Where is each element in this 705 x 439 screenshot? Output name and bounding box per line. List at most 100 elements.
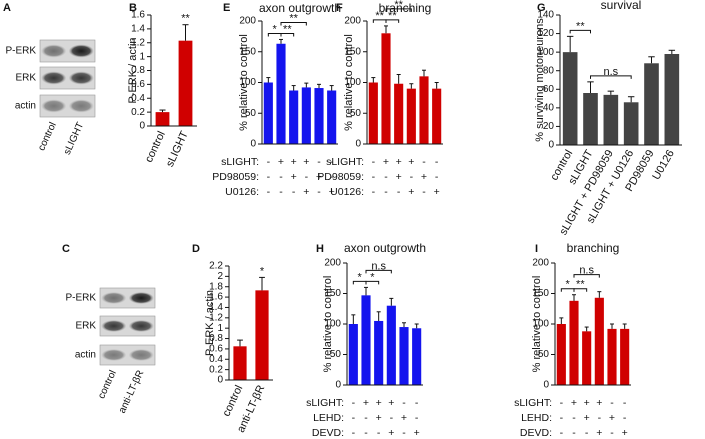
- y-axis-title: P-ERK / actin: [204, 290, 216, 356]
- x-tick-label: sLIGHT: [62, 121, 87, 157]
- error-bar: [266, 77, 271, 83]
- condition-sign: -: [292, 186, 296, 198]
- y-tick-label: 150: [324, 288, 341, 299]
- y-tick-label: 0: [217, 375, 223, 386]
- x-tick-label: control: [36, 121, 59, 153]
- significance-bracket: [569, 29, 591, 34]
- bar: [255, 290, 269, 380]
- condition-sign: +: [609, 412, 615, 424]
- bar: [394, 83, 404, 144]
- y-tick-label: 0: [250, 139, 256, 150]
- error-bar: [351, 314, 356, 324]
- condition-sign: +: [421, 171, 427, 183]
- condition-sign: -: [610, 427, 614, 439]
- condition-sign: +: [396, 171, 402, 183]
- y-tick-label: 80: [543, 65, 555, 76]
- y-tick-label: 2: [217, 271, 223, 282]
- condition-sign: -: [415, 397, 419, 409]
- significance-bracket: [573, 288, 588, 292]
- y-tick-label: 0.6: [209, 344, 223, 355]
- y-axis-title: % surviving motoneurons: [534, 18, 546, 142]
- y-axis-title: P-ERK / actin: [127, 37, 139, 103]
- condition-sign: -: [623, 397, 627, 409]
- y-tick-label: 0.2: [131, 107, 145, 118]
- condition-sign: +: [363, 397, 369, 409]
- condition-sign: -: [377, 427, 381, 439]
- y-tick-label: 50: [330, 349, 342, 360]
- condition-sign: -: [560, 427, 564, 439]
- y-tick-label: 50: [538, 349, 550, 360]
- error-bar: [559, 317, 564, 324]
- y-tick-label: 20: [543, 121, 555, 132]
- condition-sign: +: [316, 171, 322, 183]
- blot-band: [101, 320, 127, 332]
- error-bar: [421, 69, 427, 77]
- panel-label: G: [537, 2, 546, 14]
- panel-label: E: [223, 2, 230, 14]
- condition-sign: -: [572, 427, 576, 439]
- bar: [327, 90, 337, 144]
- y-axis-title: % relative to control: [238, 34, 250, 131]
- bar: [406, 88, 416, 144]
- condition-label: PD98059:: [212, 171, 259, 183]
- significance: *: [370, 271, 375, 283]
- chart-title: axon outgrowth: [344, 241, 426, 255]
- y-tick-label: 60: [543, 84, 555, 95]
- y-tick-label: 1.4: [131, 24, 145, 35]
- condition-label: sLIGHT:: [221, 156, 259, 168]
- condition-sign: +: [383, 156, 389, 168]
- significance: **: [394, 0, 403, 11]
- significance: **: [576, 279, 585, 291]
- bar: [399, 327, 409, 385]
- panel-label: F: [336, 2, 343, 14]
- error-bar: [316, 83, 322, 89]
- error-bar: [609, 323, 615, 329]
- y-tick-label: 0: [548, 140, 554, 151]
- blot-band: [41, 71, 67, 85]
- bar: [419, 76, 429, 144]
- blot-row-label: P-ERK: [65, 293, 96, 304]
- condition-sign: -: [384, 186, 388, 198]
- y-tick-label: 100: [344, 77, 361, 88]
- error-bar: [414, 323, 419, 329]
- significance: n.s: [371, 260, 386, 272]
- bar: [583, 93, 598, 145]
- blot-band: [128, 349, 154, 361]
- condition-sign: +: [584, 397, 590, 409]
- condition-label: DEVD:: [520, 427, 552, 439]
- condition-label: sLIGHT:: [326, 156, 364, 168]
- y-tick-label: 0.4: [209, 354, 223, 365]
- condition-label: LEHD:: [521, 412, 552, 424]
- blot-band: [68, 71, 94, 85]
- blot-band: [101, 292, 127, 304]
- error-bar: [571, 294, 577, 301]
- y-tick-label: 0: [139, 121, 145, 132]
- y-tick-label: 50: [245, 108, 257, 119]
- condition-sign: -: [364, 412, 368, 424]
- y-tick-label: 100: [324, 319, 341, 330]
- condition-label: PD98059:: [317, 171, 364, 183]
- y-tick-label: 1.8: [209, 281, 223, 292]
- condition-label: U0126:: [225, 186, 259, 198]
- error-bar: [383, 25, 389, 34]
- condition-sign: -: [397, 186, 401, 198]
- bar: [556, 324, 566, 385]
- y-tick-label: 1.2: [131, 37, 145, 48]
- condition-sign: -: [305, 171, 309, 183]
- condition-sign: +: [303, 186, 309, 198]
- condition-sign: -: [384, 171, 388, 183]
- significance: n.s: [603, 66, 618, 78]
- error-bar: [597, 291, 602, 298]
- condition-sign: +: [584, 412, 590, 424]
- significance-bracket: [385, 8, 412, 12]
- y-tick-label: 0.8: [209, 333, 223, 344]
- condition-sign: -: [330, 171, 334, 183]
- significance-bracket: [280, 32, 295, 37]
- y-tick-label: 0.8: [131, 65, 145, 76]
- condition-sign: -: [415, 412, 419, 424]
- panel-label: B: [129, 2, 137, 14]
- condition-label: LEHD:: [313, 412, 344, 424]
- significance-bracket: [590, 75, 632, 79]
- condition-sign: -: [267, 171, 271, 183]
- bar: [386, 305, 396, 385]
